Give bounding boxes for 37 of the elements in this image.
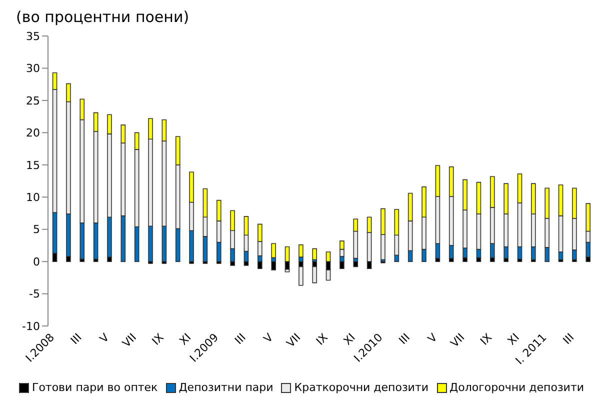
x-tick-label: IX	[478, 330, 495, 348]
legend-label: Дологорочни депозити	[450, 381, 584, 394]
chart-title: (во процентни поени)	[15, 8, 190, 28]
x-tick-label: III	[68, 330, 84, 348]
y-tick-label: 25	[26, 94, 40, 108]
y-tick-label: -5	[29, 288, 40, 301]
x-tick-label: VII	[120, 330, 140, 350]
x-tick-label: VII	[448, 330, 468, 350]
bar	[312, 248, 318, 260]
x-tick-label: V	[97, 330, 112, 346]
bar	[271, 261, 276, 270]
x-tick-label: III	[232, 330, 248, 348]
x-tick-label: XI	[340, 330, 358, 348]
bar	[298, 266, 304, 286]
x-tick-label: III	[396, 330, 413, 348]
y-tick-label: -10	[22, 320, 40, 333]
y-tick-label: 35	[26, 30, 40, 43]
x-tick-label: V	[425, 330, 440, 346]
legend-label: Готови пари во оптек	[32, 381, 158, 394]
y-tick-label: 10	[26, 191, 40, 204]
x-tick-label: III	[560, 330, 577, 348]
x-tick-label: XI	[176, 330, 194, 348]
x-tick-label: V	[261, 330, 276, 346]
bar	[271, 243, 276, 258]
bar	[312, 266, 318, 284]
legend-label: Депозитни пари	[178, 381, 274, 394]
bar	[340, 261, 344, 270]
y-tick-label: 30	[26, 62, 40, 76]
x-tick-label: VII	[284, 330, 304, 350]
y-tick-label: 0	[33, 255, 40, 268]
y-tick-label: 15	[26, 158, 40, 172]
x-tick-label: IX	[150, 330, 167, 348]
legend-label: Краткорочни депозити	[294, 381, 429, 394]
y-tick-label: 20	[26, 126, 40, 140]
x-tick-label: IX	[314, 330, 331, 348]
y-tick-label: 5	[33, 223, 40, 236]
x-tick-label: XI	[505, 330, 522, 348]
